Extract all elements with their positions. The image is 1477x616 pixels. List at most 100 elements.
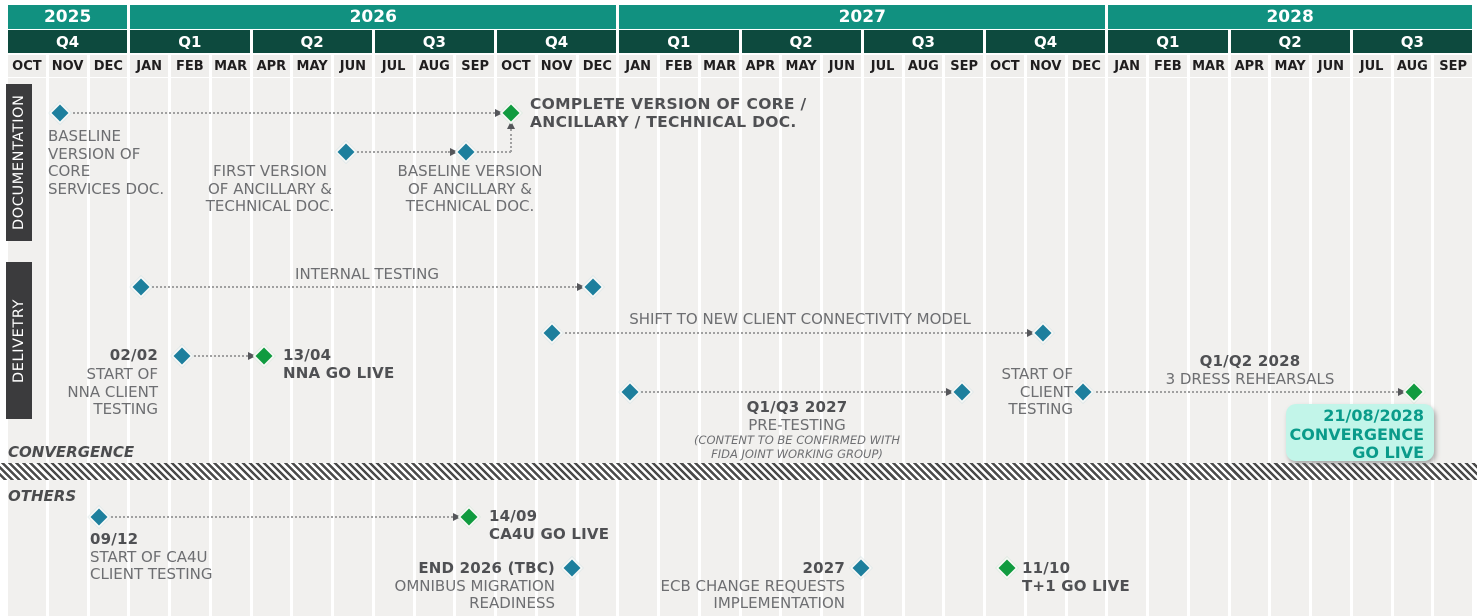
column-stripe <box>945 78 983 616</box>
label-line: CLIENT TESTING <box>90 565 213 583</box>
arrow-up-icon <box>506 121 515 129</box>
label-line: SERVICES DOC. <box>48 179 165 198</box>
label-shift-connectivity: SHIFT TO NEW CLIENT CONNECTIVITY MODEL <box>629 310 971 329</box>
label-line: START OF CA4U <box>90 547 208 566</box>
label-ecb-change: 2027 ECB CHANGE REQUESTS IMPLEMENTATION <box>661 559 845 613</box>
quarter-cell: Q1 <box>130 30 250 53</box>
label-line: 11/10 <box>1022 559 1071 577</box>
column-stripe <box>782 78 820 616</box>
column-stripe <box>293 78 331 616</box>
label-client-testing: START OF CLIENT TESTING <box>1001 365 1073 419</box>
label-line: ANCILLARY / TECHNICAL DOC. <box>530 113 797 131</box>
month-cell: DEC <box>89 55 128 77</box>
highlight-box-line: GO LIVE <box>1352 443 1424 462</box>
column-stripe <box>171 78 209 616</box>
column-stripe <box>537 78 576 616</box>
month-cell: NOV <box>1026 55 1065 77</box>
arrow-right-icon <box>453 512 461 521</box>
month-cell: OCT <box>8 55 46 77</box>
column-stripe <box>456 78 494 616</box>
quarter-cell: Q2 <box>252 30 372 53</box>
column-stripe <box>863 78 902 616</box>
label-line: CORE <box>48 162 91 180</box>
column-stripe <box>578 78 617 616</box>
quarter-cell: Q2 <box>741 30 861 53</box>
highlight-box-line: CONVERGENCE <box>1289 424 1425 444</box>
month-cell: MAR <box>700 55 739 77</box>
label-line: 02/02 <box>109 346 158 364</box>
column-stripe <box>619 78 657 616</box>
label-line: Q1/Q2 2028 <box>1199 352 1301 370</box>
label-line: 14/09 <box>489 507 538 525</box>
connector-line <box>1091 391 1398 393</box>
column-stripe <box>211 78 250 616</box>
column-stripe <box>1271 78 1309 616</box>
connector-line <box>354 151 450 153</box>
label-line: TECHNICAL DOC. <box>205 197 335 215</box>
label-omnibus: END 2026 (TBC) OMNIBUS MIGRATION READINESS <box>395 559 555 613</box>
year-cell: 2028 <box>1108 5 1472 29</box>
quarter-cell: Q4 <box>8 30 128 53</box>
connector-line <box>474 151 511 153</box>
column-stripe <box>823 78 861 616</box>
arrow-right-icon <box>1398 387 1406 396</box>
label-line: VERSION OF <box>48 144 141 163</box>
label-line: TECHNICAL DOC. <box>405 197 535 215</box>
label-baseline-core-doc: BASELINE VERSION OF CORE SERVICES DOC. <box>48 127 165 198</box>
row-label-delivery: DELIVETRY <box>6 262 32 419</box>
quarter-cell: Q4 <box>986 30 1106 53</box>
column-stripe <box>741 78 780 616</box>
arrow-right-icon <box>450 147 458 156</box>
column-stripe <box>1434 78 1472 616</box>
section-label-others: OTHERS <box>8 487 77 505</box>
month-cell: FEB <box>171 55 209 77</box>
month-cell: NOV <box>537 55 576 77</box>
label-line: 2027 <box>802 559 845 577</box>
label-line: CA4U GO LIVE <box>489 524 610 543</box>
month-cell: SEP <box>945 55 983 77</box>
quarter-cell: Q3 <box>1352 30 1472 53</box>
row-label-documentation: DOCUMENTATION <box>6 84 32 241</box>
month-cell: MAR <box>1189 55 1228 77</box>
connector-line <box>510 129 512 152</box>
label-line: TESTING <box>1008 400 1073 418</box>
column-stripe <box>415 78 454 616</box>
connector-line <box>68 112 495 114</box>
column-stripe <box>1312 78 1350 616</box>
column-stripe <box>1189 78 1228 616</box>
year-cell: 2025 <box>8 5 128 29</box>
month-cell: JUL <box>1352 55 1391 77</box>
convergence-hatch-band <box>0 463 1477 480</box>
column-stripe <box>904 78 943 616</box>
column-stripe <box>374 78 413 616</box>
label-line: START OF <box>1001 365 1073 383</box>
column-stripe <box>130 78 168 616</box>
highlight-box-line: 21/08/2028 <box>1323 406 1424 425</box>
label-internal-testing: INTERNAL TESTING <box>295 265 439 284</box>
quarter-cell: Q2 <box>1230 30 1350 53</box>
quarter-cell: Q4 <box>497 30 617 53</box>
label-line: TESTING <box>93 400 158 418</box>
month-cell: MAR <box>211 55 250 77</box>
arrow-right-icon <box>495 108 503 117</box>
label-line: 13/04 <box>283 346 332 364</box>
label-line: END 2026 (TBC) <box>418 559 555 577</box>
label-line: COMPLETE VERSION OF CORE / <box>530 95 807 113</box>
month-cell: DEC <box>1067 55 1106 77</box>
label-line: PRE-TESTING <box>748 415 846 434</box>
connector-line <box>107 516 453 518</box>
label-line: READINESS <box>469 594 555 612</box>
column-stripe <box>89 78 128 616</box>
label-first-ancillary: FIRST VERSION OF ANCILLARY & TECHNICAL DOC… <box>205 162 335 216</box>
month-cell: JAN <box>619 55 657 77</box>
label-line: 09/12 <box>90 530 139 548</box>
label-dress-rehearsals: Q1/Q2 2028 3 DRESS REHEARSALS <box>1166 352 1335 388</box>
column-stripe <box>986 78 1024 616</box>
column-stripe <box>334 78 372 616</box>
month-cell: OCT <box>986 55 1024 77</box>
month-cell: AUG <box>904 55 943 77</box>
label-line: FIDA JOINT WORKING GROUP) <box>711 446 883 461</box>
label-line: (CONTENT TO BE CONFIRMED WITH <box>693 433 901 447</box>
label-line: CLIENT <box>1019 382 1073 401</box>
month-cell: FEB <box>1149 55 1187 77</box>
